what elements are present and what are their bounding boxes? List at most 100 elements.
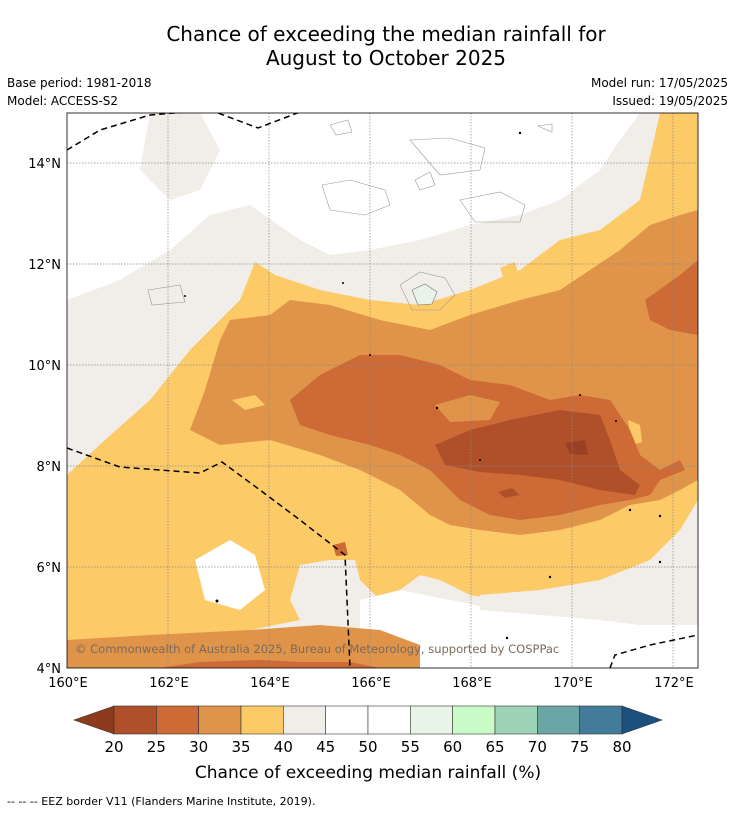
colorbar-tick-label: 40 [274, 738, 293, 756]
contour-25-30-south [160, 660, 380, 668]
contour-20-25-small [498, 488, 520, 498]
yellow-hole-a [232, 395, 265, 410]
colorbar-cell [367, 705, 411, 735]
lon-label-160: 160°E [48, 676, 88, 691]
island-11 [215, 599, 219, 603]
lon-label-164: 164°E [250, 676, 290, 691]
colorbar-cell [240, 705, 284, 735]
colorbar-tick-label: 80 [612, 738, 631, 756]
contour-line-1 [321, 179, 391, 216]
island-3 [369, 354, 371, 356]
map-frame [66, 112, 699, 669]
colorbar [73, 705, 663, 735]
model-name: Model: ACCESS-S2 [7, 94, 119, 108]
contour-green-spot [411, 283, 438, 306]
lon-label-170: 170°E [553, 676, 593, 691]
colorbar-label: Chance of exceeding median rainfall (%) [195, 763, 541, 783]
colorbar-tick-label: 60 [443, 738, 462, 756]
island-9 [658, 560, 662, 564]
island-14 [658, 514, 662, 518]
grid-lines [67, 113, 698, 668]
island-5 [479, 459, 481, 461]
colorbar-cell [410, 705, 453, 735]
island-13 [628, 508, 632, 512]
eez-border-north [67, 113, 300, 151]
island-10 [505, 636, 509, 640]
contour-line-3 [409, 137, 486, 176]
island-2 [184, 295, 186, 297]
contour-25-30-dot [333, 542, 348, 556]
lat-label-12: 12°N [28, 258, 61, 273]
contour-40-45-top [140, 113, 220, 200]
colorbar-tick-label: 45 [316, 738, 335, 756]
eez-borders [67, 113, 698, 668]
lat-axis: 14°N 12°N 10°N 8°N 6°N 4°N [28, 157, 61, 677]
island-12 [342, 282, 344, 284]
islands [184, 131, 662, 640]
eez-border-southeast [609, 634, 698, 668]
orange-hole-a [435, 395, 500, 422]
grey-patch-se [480, 530, 698, 625]
contour-line-5 [147, 284, 186, 306]
chart-title: Chance of exceeding the median rainfall … [0, 22, 736, 70]
colorbar-cell [537, 705, 580, 735]
contour-30-35-south [67, 625, 420, 668]
map-plot-area: © Commonwealth of Australia 2025, Bureau… [67, 113, 698, 668]
colorbar-tick-label: 70 [528, 738, 547, 756]
lon-label-172: 172°E [654, 676, 694, 691]
contour-20-25-spot [565, 440, 588, 455]
colorbar-tick-label: 75 [570, 738, 589, 756]
island-6 [579, 394, 581, 396]
issued-date: Issued: 19/05/2025 [612, 94, 728, 108]
colorbar-cell [494, 705, 538, 735]
colorbar-tick-label: 50 [358, 738, 377, 756]
lat-label-4: 4°N [37, 662, 62, 677]
colorbar-cell [283, 705, 326, 735]
colorbar-tick-label: 20 [104, 738, 123, 756]
lon-label-162: 162°E [149, 676, 189, 691]
contour-40-45-left [67, 345, 100, 410]
lat-label-14: 14°N [28, 157, 61, 172]
colorbar-arrow-low [73, 705, 115, 735]
eez-footer-note: -- -- -- EEZ border V11 (Flanders Marine… [7, 795, 316, 808]
island-4 [435, 406, 439, 410]
title-line-1: Chance of exceeding the median rainfall … [166, 22, 606, 46]
colorbar-tick-label: 35 [231, 738, 250, 756]
colorbar-cell [198, 705, 242, 735]
contour-line-8 [536, 123, 553, 133]
colorbar-ticks: 20 25 30 35 40 45 50 55 60 65 70 75 80 [104, 738, 631, 756]
contour-line-4 [329, 119, 353, 136]
lon-label-166: 166°E [351, 676, 391, 691]
meta-right: Model run: 17/05/2025 Issued: 19/05/2025 [591, 74, 728, 110]
colorbar-cell [325, 705, 369, 735]
colorbar-cell [113, 705, 157, 735]
yellow-hole-d [500, 262, 520, 290]
island-1 [518, 131, 522, 135]
lat-label-10: 10°N [28, 359, 61, 374]
colorbar-cell [452, 705, 496, 735]
colorbar-tick-label: 55 [401, 738, 420, 756]
colorbar-cell [579, 705, 623, 735]
white-patch-se [360, 590, 698, 668]
lat-label-8: 8°N [37, 460, 62, 475]
colorbar-tick-label: 30 [189, 738, 208, 756]
island-8 [548, 575, 552, 579]
contour-line-2 [459, 191, 526, 223]
contour-25-30-east [645, 260, 698, 335]
colorbar-cell [156, 705, 199, 735]
colorbar-tick-label: 65 [485, 738, 504, 756]
thin-contours [147, 119, 553, 311]
contour-line-6 [399, 271, 456, 311]
lon-axis: 160°E 162°E 164°E 166°E 168°E 170°E 172°… [48, 676, 694, 691]
island-7 [615, 420, 617, 422]
contour-line-7 [414, 171, 436, 191]
white-patch-sw [195, 540, 265, 610]
base-period: Base period: 1981-2018 [7, 76, 152, 90]
colorbar-arrow-high [621, 705, 663, 735]
contour-20-25 [435, 410, 640, 495]
yellow-patch-sw [112, 595, 150, 612]
eez-border-west [67, 447, 351, 668]
copyright-watermark: © Commonwealth of Australia 2025, Bureau… [75, 642, 559, 656]
lon-label-168: 168°E [452, 676, 492, 691]
